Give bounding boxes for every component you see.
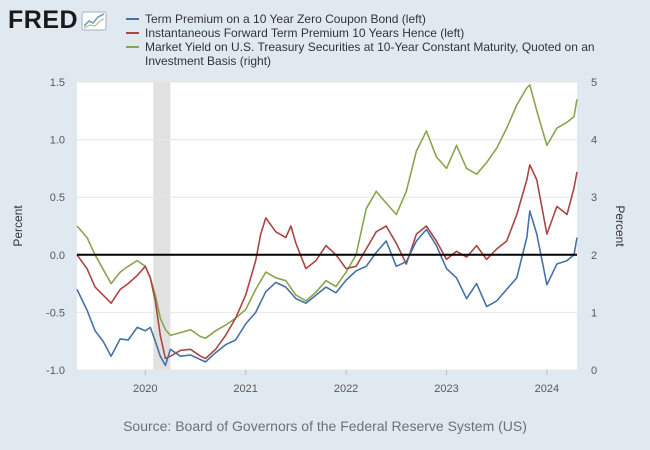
y-left-tick-label: 1.5: [50, 77, 65, 89]
series-line: [76, 210, 578, 367]
legend-label: Instantaneous Forward Term Premium 10 Ye…: [145, 26, 465, 40]
legend-swatch: [126, 32, 139, 34]
legend-swatch: [126, 46, 139, 48]
x-tick-label: 2024: [535, 383, 559, 395]
legend-item-forward-term-premium: Instantaneous Forward Term Premium 10 Ye…: [126, 26, 638, 40]
x-tick-label: 2022: [334, 383, 358, 395]
x-tick-label: 2021: [233, 383, 257, 395]
y-right-tick-label: 4: [591, 135, 597, 147]
recession-band: [153, 82, 171, 370]
y-right-tick-label: 5: [591, 77, 597, 89]
legend-item-term-premium: Term Premium on a 10 Year Zero Coupon Bo…: [126, 12, 638, 26]
y-right-axis-title: Percent: [613, 205, 627, 247]
y-right-tick-label: 2: [591, 250, 597, 262]
y-left-tick-label: -0.5: [46, 307, 65, 319]
y-left-tick-label: -1.0: [46, 365, 65, 377]
x-tick-label: 2023: [434, 383, 458, 395]
x-tick-label: 2020: [133, 383, 157, 395]
series-line: [76, 164, 578, 360]
y-left-tick-label: 1.0: [50, 135, 65, 147]
legend-label: Market Yield on U.S. Treasury Securities…: [145, 40, 595, 68]
y-left-tick-label: 0.0: [50, 250, 65, 262]
y-left-tick-label: 0.5: [50, 192, 65, 204]
y-right-tick-label: 1: [591, 307, 597, 319]
fred-logo[interactable]: FRED: [8, 6, 107, 35]
plot-area: [77, 82, 577, 370]
legend-item-market-yield: Market Yield on U.S. Treasury Securities…: [126, 40, 638, 68]
chart-legend: Term Premium on a 10 Year Zero Coupon Bo…: [126, 12, 638, 68]
y-right-tick-label: 3: [591, 192, 597, 204]
fred-graph-icon: [81, 11, 107, 30]
fred-wordmark: FRED: [8, 6, 79, 34]
line-chart: -1.0 -0.5 0.0 0.5 1.0 1.5 0 1 2 3 4 5 2020 2021 2022 20…: [11, 77, 627, 395]
legend-label: Term Premium on a 10 Year Zero Coupon Bo…: [145, 12, 426, 26]
legend-swatch: [126, 18, 139, 20]
source-note: Source: Board of Governors of the Federa…: [123, 418, 527, 434]
y-left-axis-title: Percent: [11, 205, 25, 247]
y-right-tick-label: 0: [591, 365, 597, 377]
